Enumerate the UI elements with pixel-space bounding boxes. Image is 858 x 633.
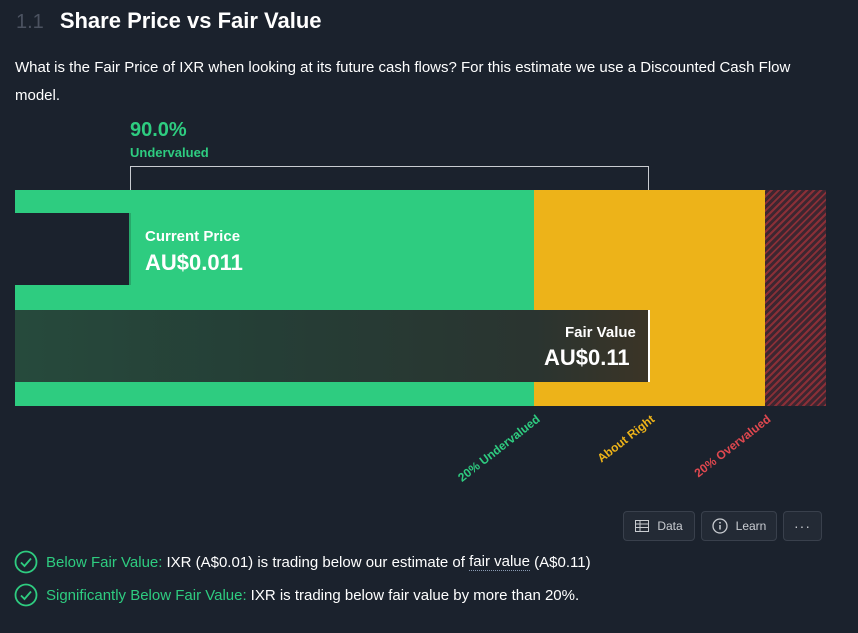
current-price-marker — [129, 213, 131, 285]
check-text-after: (A$0.11) — [534, 553, 591, 571]
zone-label-undervalued: 20% Undervalued — [455, 412, 543, 485]
learn-button-label: Learn — [735, 519, 767, 533]
check-below-fair-value: Below Fair Value: IXR (A$0.01) is tradin… — [14, 549, 591, 575]
more-icon: ··· — [794, 518, 811, 534]
zone-label-about-right: About Right — [594, 412, 658, 466]
check-circle-icon — [14, 583, 38, 607]
learn-button[interactable]: Learn — [701, 511, 777, 541]
table-icon — [635, 520, 650, 532]
section-header: 1.1 Share Price vs Fair Value — [16, 8, 322, 36]
zone-label-overvalued: 20% Overvalued — [691, 412, 774, 481]
fair-value-label: Fair Value — [565, 324, 636, 341]
current-price-label: Current Price — [145, 228, 241, 245]
check-significantly-below: Significantly Below Fair Value: IXR is t… — [14, 582, 579, 608]
current-price-bar — [15, 213, 129, 285]
discount-percentage: 90.0% — [130, 119, 187, 141]
current-price-value: AU$0.011 — [145, 250, 243, 275]
fair-value-link[interactable]: fair value — [469, 553, 530, 571]
section-description: What is the Fair Price of IXR when looki… — [15, 59, 791, 104]
more-options-button[interactable]: ··· — [783, 511, 822, 541]
zone-overvalued — [765, 190, 826, 406]
info-icon — [711, 518, 728, 534]
check-title: Below Fair Value: — [46, 553, 163, 571]
section-title: Share Price vs Fair Value — [59, 8, 322, 33]
check-circle-icon — [14, 550, 38, 574]
discount-bracket — [130, 166, 649, 190]
check-text: IXR is trading below fair value by more … — [250, 586, 580, 604]
data-button[interactable]: Data — [623, 511, 695, 541]
data-button-label: Data — [657, 519, 683, 533]
check-title: Significantly Below Fair Value: — [46, 586, 247, 604]
fair-value-marker — [648, 310, 650, 382]
check-text: IXR (A$0.01) is trading below our estima… — [166, 553, 465, 571]
fair-value-bar — [15, 310, 649, 382]
section-number: 1.1 — [16, 11, 44, 33]
discount-label: Undervalued — [130, 145, 209, 160]
fair-value-value: AU$0.11 — [544, 345, 630, 370]
